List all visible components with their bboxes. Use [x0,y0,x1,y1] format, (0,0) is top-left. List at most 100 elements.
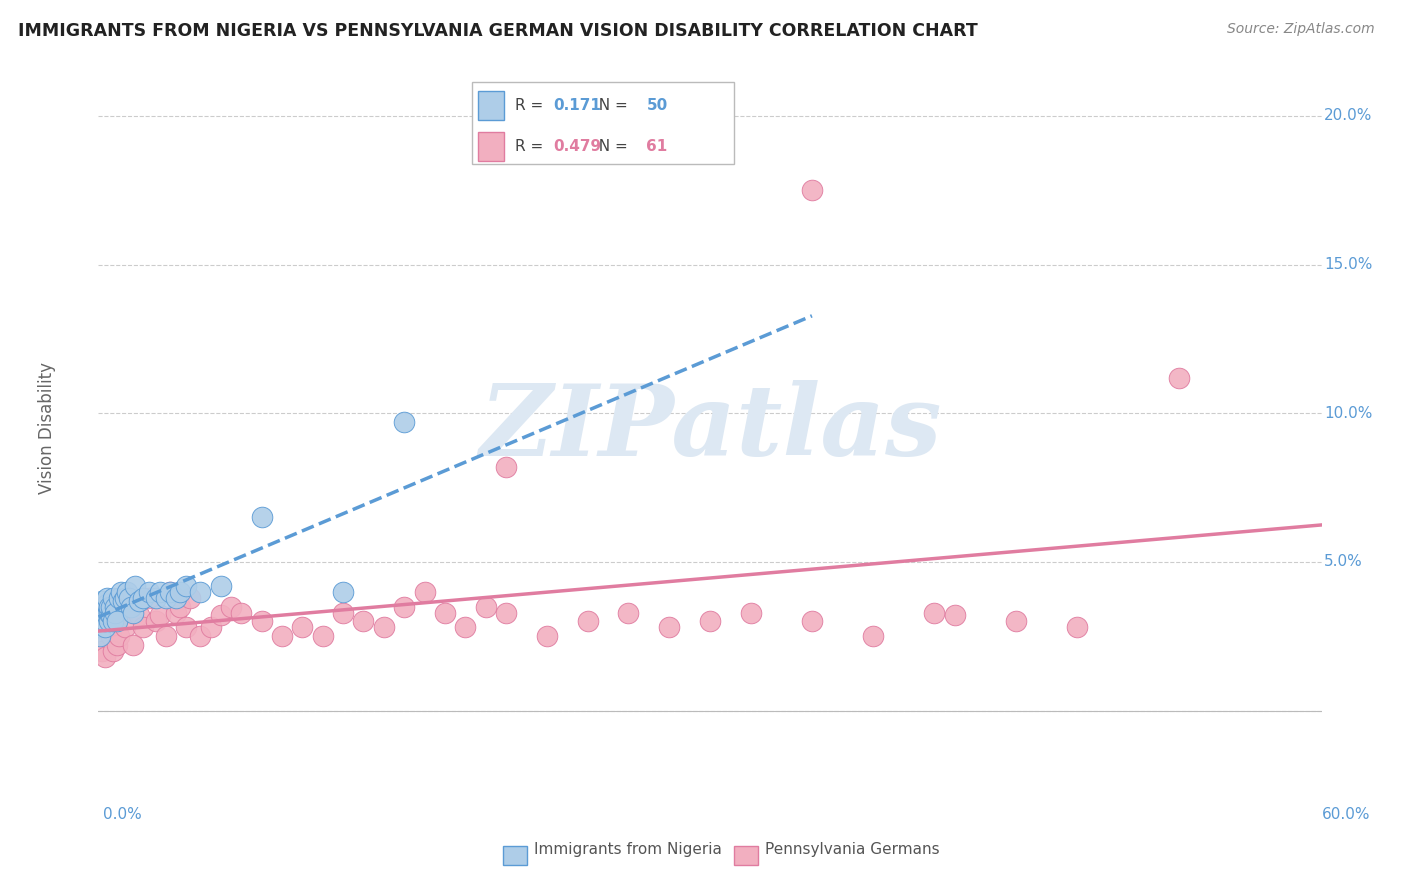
Point [91,644,114,658]
Point [104,599,127,614]
Point [219,599,242,614]
Point [536,629,558,643]
Point [188,629,212,643]
Point [740,606,762,620]
Point [108,629,131,643]
Text: 0.0%: 0.0% [103,807,142,822]
Point [922,606,945,620]
Point [145,591,167,605]
Point [89,608,111,623]
Point [576,615,599,629]
Point [96,591,118,605]
Point [104,615,127,629]
Point [155,629,177,643]
Point [96,597,118,611]
Point [115,584,138,599]
Point [120,599,142,614]
Point [97,606,120,620]
Point [1066,620,1088,634]
Point [87,615,110,629]
Point [174,620,197,634]
Point [91,602,114,616]
Point [97,599,120,614]
Text: ZIPatlas: ZIPatlas [479,380,941,476]
Point [392,599,416,614]
Point [96,608,118,623]
Text: R =: R = [515,97,548,112]
Point [104,606,127,620]
Point [413,584,436,599]
Bar [478,132,505,161]
Point [209,608,232,623]
Point [91,611,114,625]
Point [89,599,111,614]
Point [138,591,160,605]
Point [495,459,517,474]
Point [97,608,120,623]
Point [89,620,111,634]
Text: IMMIGRANTS FROM NIGERIA VS PENNSYLVANIA GERMAN VISION DISABILITY CORRELATION CHA: IMMIGRANTS FROM NIGERIA VS PENNSYLVANIA … [18,22,979,40]
Point [373,620,395,634]
Point [101,615,124,629]
Point [270,629,294,643]
Point [108,591,131,605]
Point [188,584,212,599]
Point [231,606,253,620]
Text: 0.171: 0.171 [553,97,600,112]
Text: 15.0%: 15.0% [1324,257,1372,272]
Point [149,608,172,623]
Point [89,629,111,643]
Point [132,591,155,605]
Point [617,606,640,620]
Text: Source: ZipAtlas.com: Source: ZipAtlas.com [1227,22,1375,37]
Point [101,644,124,658]
Point [105,615,128,629]
Point [165,606,187,620]
Point [943,608,966,623]
Point [155,591,177,605]
Text: 0.479: 0.479 [553,138,602,153]
Point [495,606,517,620]
Point [87,620,110,634]
Point [128,593,150,607]
Point [159,584,181,599]
Point [118,599,141,614]
Point [110,584,132,599]
Point [114,591,136,605]
Point [434,606,457,620]
Point [159,584,181,599]
Point [332,606,354,620]
Point [332,584,354,599]
Point [128,608,150,623]
Point [209,579,232,593]
Point [1167,370,1189,384]
Point [138,584,160,599]
Point [105,638,128,652]
Point [118,591,141,605]
Point [165,591,187,605]
Text: 50: 50 [647,97,668,112]
Point [91,606,114,620]
Point [454,620,477,634]
Point [179,591,201,605]
Point [111,593,134,607]
Text: 5.0%: 5.0% [1324,555,1362,569]
Point [114,620,136,634]
Point [96,620,118,634]
Point [132,620,155,634]
Point [699,615,721,629]
FancyBboxPatch shape [471,82,734,164]
Point [801,615,824,629]
Point [250,615,273,629]
Point [93,615,115,629]
Point [93,620,115,634]
Point [392,415,416,429]
Point [101,591,124,605]
Text: Immigrants from Nigeria: Immigrants from Nigeria [534,842,723,856]
Point [91,606,114,620]
Point [1004,615,1026,629]
Point [100,599,122,614]
Point [93,599,115,614]
Text: Vision Disability: Vision Disability [38,362,56,494]
Point [100,608,122,623]
